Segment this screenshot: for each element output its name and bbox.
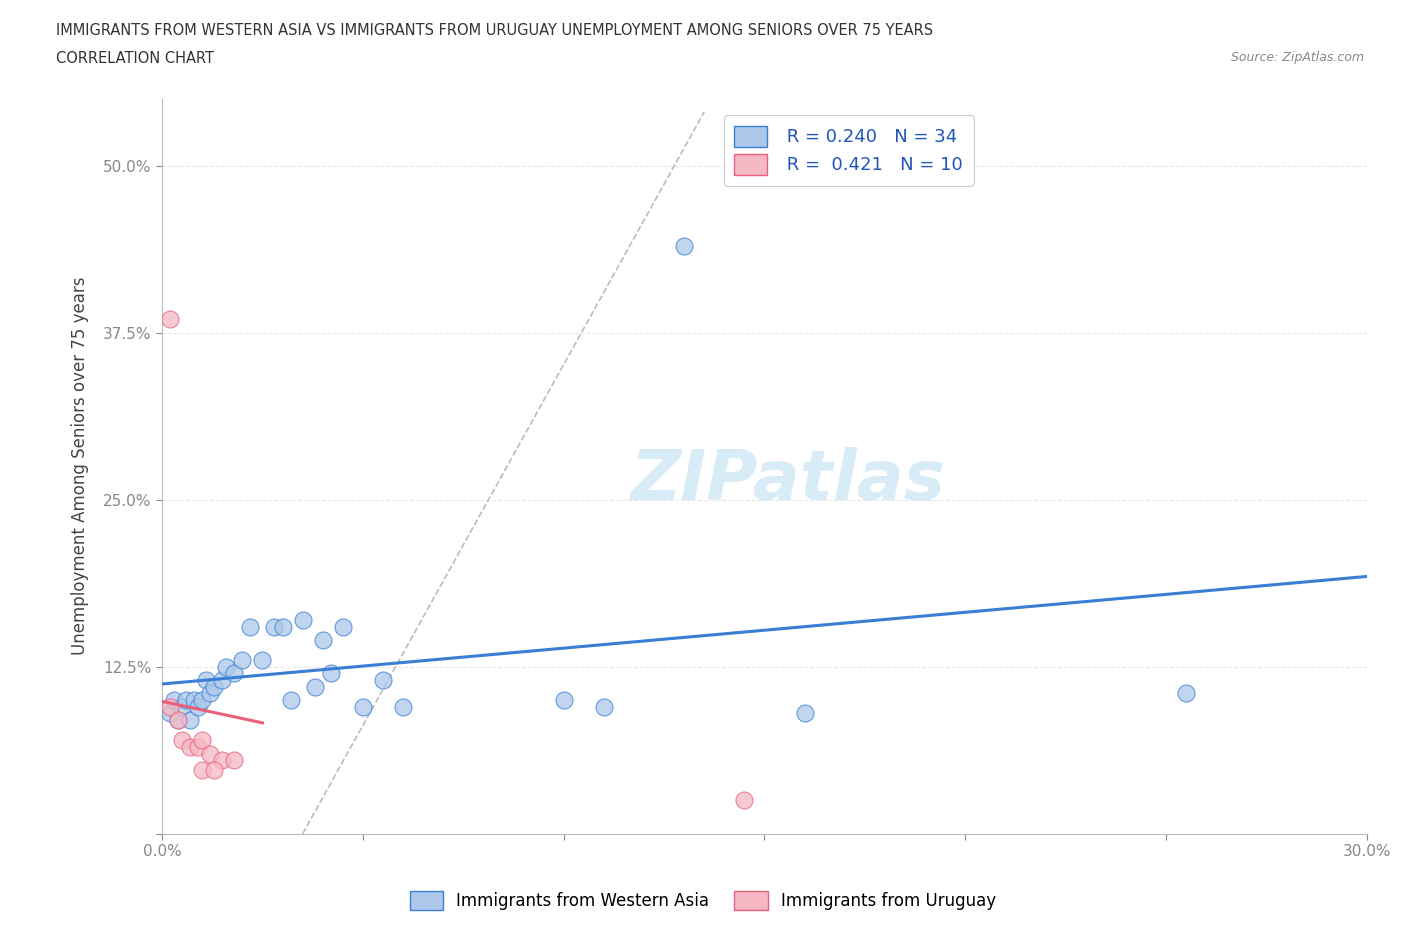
Point — [200, 746, 222, 761]
Point — [319, 666, 342, 681]
Point — [202, 679, 225, 694]
Point — [304, 679, 326, 694]
Point — [159, 312, 181, 326]
Point — [311, 632, 333, 647]
Point — [239, 619, 262, 634]
Point — [202, 763, 225, 777]
Point — [187, 739, 209, 754]
Point — [673, 238, 696, 253]
Point — [174, 693, 197, 708]
Point — [172, 699, 194, 714]
Text: Source: ZipAtlas.com: Source: ZipAtlas.com — [1230, 51, 1364, 64]
Point — [263, 619, 285, 634]
Point — [159, 699, 181, 714]
Point — [733, 793, 755, 808]
Point — [191, 763, 214, 777]
Y-axis label: Unemployment Among Seniors over 75 years: Unemployment Among Seniors over 75 years — [72, 277, 89, 656]
Legend:  R = 0.240   N = 34,  R =  0.421   N = 10: R = 0.240 N = 34, R = 0.421 N = 10 — [724, 115, 974, 186]
Point — [167, 712, 190, 727]
Point — [211, 753, 233, 768]
Point — [187, 699, 209, 714]
Point — [215, 659, 238, 674]
Point — [172, 733, 194, 748]
Point — [224, 666, 246, 681]
Point — [332, 619, 354, 634]
Point — [211, 672, 233, 687]
Point — [252, 653, 274, 668]
Point — [271, 619, 294, 634]
Point — [163, 693, 186, 708]
Point — [159, 706, 181, 721]
Point — [195, 672, 218, 687]
Legend: Immigrants from Western Asia, Immigrants from Uruguay: Immigrants from Western Asia, Immigrants… — [404, 884, 1002, 917]
Text: IMMIGRANTS FROM WESTERN ASIA VS IMMIGRANTS FROM URUGUAY UNEMPLOYMENT AMONG SENIO: IMMIGRANTS FROM WESTERN ASIA VS IMMIGRAN… — [56, 23, 934, 38]
Text: ZIPatlas: ZIPatlas — [631, 447, 946, 514]
Point — [793, 706, 815, 721]
Point — [179, 712, 201, 727]
Point — [167, 712, 190, 727]
Point — [231, 653, 253, 668]
Point — [200, 686, 222, 701]
Point — [191, 693, 214, 708]
Point — [179, 739, 201, 754]
Text: CORRELATION CHART: CORRELATION CHART — [56, 51, 214, 66]
Point — [191, 733, 214, 748]
Point — [291, 613, 314, 628]
Point — [1175, 686, 1198, 701]
Point — [224, 753, 246, 768]
Point — [592, 699, 614, 714]
Point — [392, 699, 415, 714]
Point — [183, 693, 205, 708]
Point — [371, 672, 394, 687]
Point — [352, 699, 374, 714]
Point — [280, 693, 302, 708]
Point — [553, 693, 575, 708]
